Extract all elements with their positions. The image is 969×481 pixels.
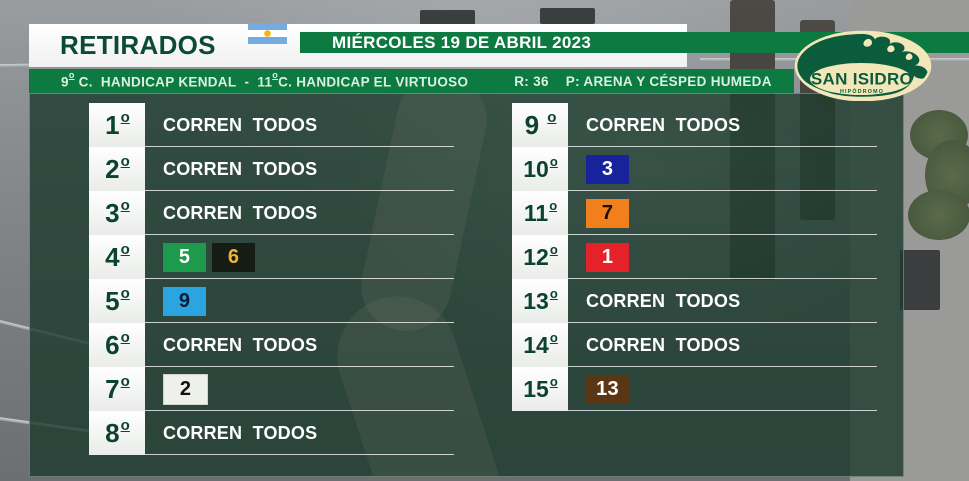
svg-text:HIPÓDROMO: HIPÓDROMO xyxy=(840,87,884,95)
svg-text:SAN ISIDRO: SAN ISIDRO xyxy=(811,70,913,89)
